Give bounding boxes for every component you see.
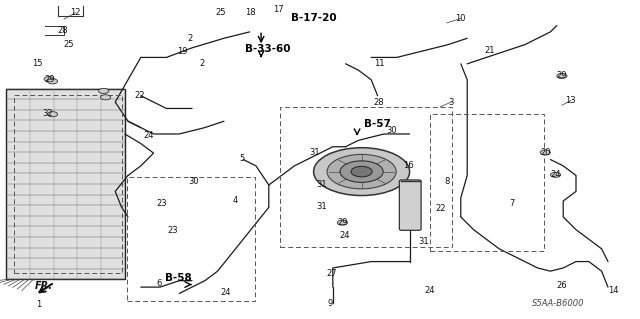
Text: 32: 32 [43,109,53,118]
Text: 24: 24 [550,170,561,179]
Text: 29: 29 [557,71,567,80]
Text: B-57: B-57 [364,119,390,130]
Text: 25: 25 [216,8,226,17]
Bar [280,107,452,247]
Text: 26: 26 [557,281,567,290]
Text: B-17-20: B-17-20 [291,12,337,23]
Text: 14: 14 [608,286,618,295]
Circle shape [327,154,396,189]
Text: 18: 18 [246,8,256,17]
Bar [14,95,122,273]
Circle shape [44,77,54,82]
Text: 17: 17 [273,5,284,14]
Circle shape [314,148,410,196]
Circle shape [99,88,109,93]
Text: 4: 4 [233,196,238,205]
Circle shape [540,150,550,155]
Text: 21: 21 [484,46,495,55]
Text: S5AA-B6000: S5AA-B6000 [532,299,584,308]
Circle shape [100,95,111,100]
Text: 15: 15 [32,59,42,68]
Circle shape [351,167,372,177]
Circle shape [47,79,58,84]
Text: 30: 30 [387,126,397,135]
Text: 24: 24 [143,131,154,140]
Text: 31: 31 [316,180,326,189]
Circle shape [557,73,567,78]
Text: 11: 11 [374,59,384,68]
Text: 31: 31 [316,202,326,211]
Text: 31: 31 [419,237,429,246]
Text: 22: 22 [435,204,445,213]
Text: 24: 24 [425,286,435,295]
Text: 1: 1 [36,300,41,309]
Bar [430,114,544,251]
Bar [127,177,255,301]
Text: 23: 23 [156,199,166,208]
Text: 20: 20 [540,148,550,157]
Text: FR.: FR. [35,281,52,292]
FancyBboxPatch shape [399,180,421,230]
Circle shape [337,220,348,225]
Text: 16: 16 [403,161,413,170]
Circle shape [550,172,561,177]
Text: 19: 19 [177,47,188,56]
Text: B-33-60: B-33-60 [245,44,291,55]
Text: 2: 2 [188,34,193,43]
Text: 5: 5 [239,154,244,163]
Circle shape [47,112,58,117]
Text: 13: 13 [566,96,576,105]
Bar [6,89,125,279]
Text: 7: 7 [509,199,515,208]
Text: 3: 3 [449,98,454,107]
Text: 27: 27 [326,269,337,278]
Text: 28: 28 [374,98,384,107]
Text: B-58: B-58 [165,272,192,283]
Text: 6: 6 [156,279,161,288]
Text: 29: 29 [337,218,348,227]
Text: 8: 8 [444,177,449,186]
Text: 24: 24 [220,288,230,297]
Text: 29: 29 [45,75,55,84]
Text: 25: 25 [64,40,74,48]
Text: 24: 24 [339,231,349,240]
Text: 30: 30 [188,177,198,186]
Circle shape [340,161,383,182]
Text: 2: 2 [199,59,204,68]
Text: 12: 12 [70,8,81,17]
Text: 9: 9 [328,299,333,308]
Text: 22: 22 [134,91,145,100]
Text: 23: 23 [168,226,178,235]
Text: 28: 28 [58,26,68,35]
Text: 31: 31 [310,148,320,157]
Text: 10: 10 [456,14,466,23]
